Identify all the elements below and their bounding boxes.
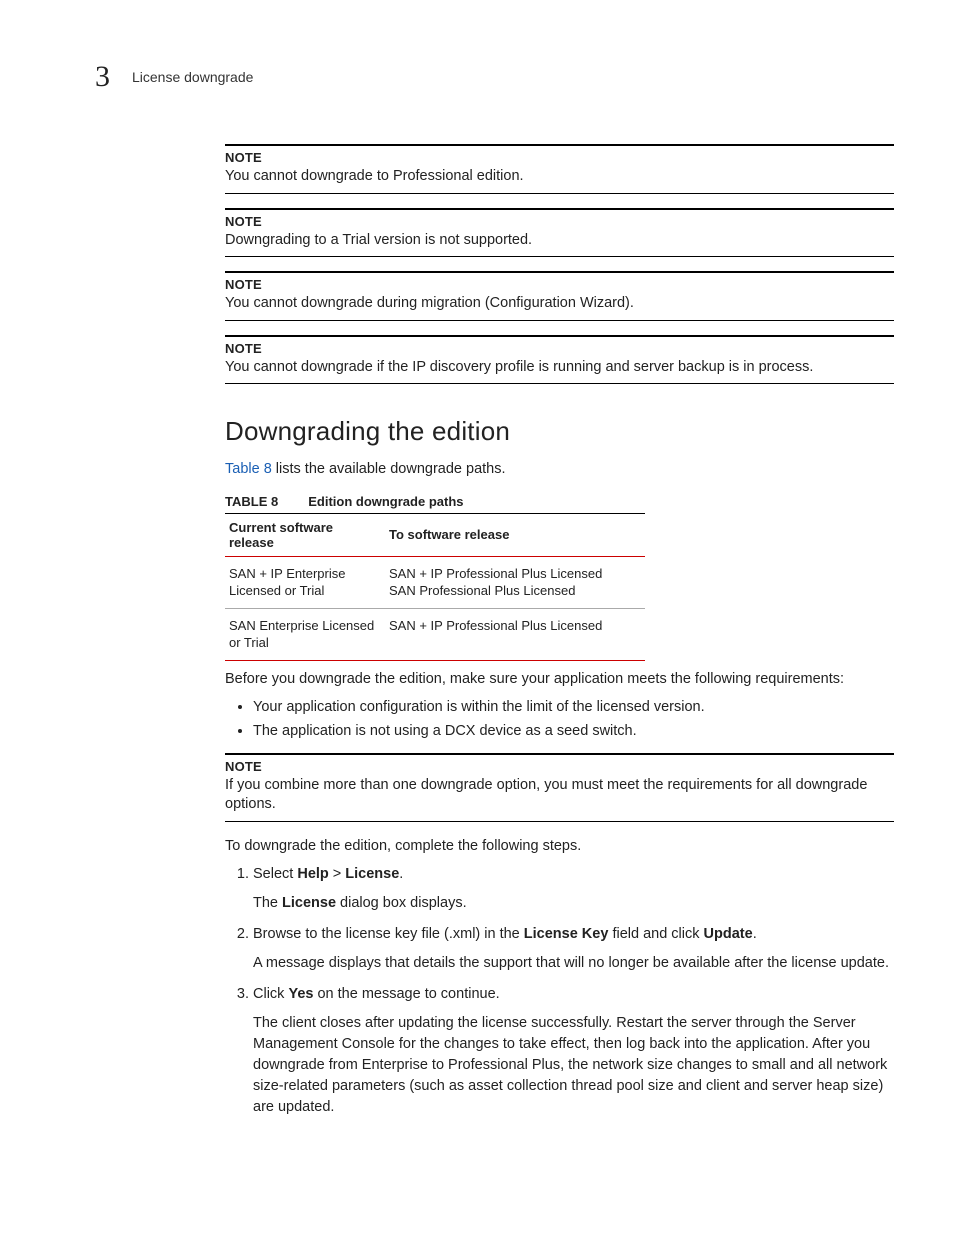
step-text: . [399,866,403,882]
step-text: The [253,895,282,911]
step-text: Browse to the license key file (.xml) in… [253,926,524,942]
table-title: Edition downgrade paths [308,494,463,509]
note-block: NOTE Downgrading to a Trial version is n… [225,208,894,258]
table-label: TABLE 8 [225,494,278,509]
intro-rest: lists the available downgrade paths. [272,461,506,477]
table-row: SAN + IP Enterprise Licensed or Trial SA… [225,556,645,608]
table-cell: SAN + IP Professional Plus LicensedSAN P… [385,556,645,608]
note-label: NOTE [225,341,894,356]
pre-list-text: Before you downgrade the edition, make s… [225,669,894,689]
step-text: . [753,926,757,942]
ui-label: License [282,895,336,911]
list-item: The application is not using a DCX devic… [253,721,894,743]
step-sub: A message displays that details the supp… [253,953,894,974]
ui-label: License [345,866,399,882]
table-cell: SAN + IP Professional Plus Licensed [385,608,645,660]
section-heading: Downgrading the edition [225,416,894,447]
running-header: 3 License downgrade [95,60,894,94]
note-label: NOTE [225,759,894,774]
ui-label: Help [297,866,328,882]
intro-paragraph: Table 8 lists the available downgrade pa… [225,459,894,479]
note-block: NOTE You cannot downgrade if the IP disc… [225,335,894,385]
downgrade-paths-table: Current software release To software rel… [225,513,645,661]
step-text: Click [253,986,288,1002]
table-header-cell: Current software release [225,513,385,556]
step-text: Select [253,866,297,882]
step-text: > [329,866,346,882]
note-body: If you combine more than one downgrade o… [225,776,894,815]
note-body: You cannot downgrade if the IP discovery… [225,358,894,378]
step-sub: The License dialog box displays. [253,893,894,914]
ui-label: License Key [524,926,609,942]
running-title: License downgrade [132,69,253,85]
note-block: NOTE You cannot downgrade during migrati… [225,271,894,321]
ui-label: Yes [288,986,313,1002]
procedure-steps: Select Help > License. The License dialo… [225,864,894,1118]
document-page: 3 License downgrade NOTE You cannot down… [0,0,954,1188]
step-text: dialog box displays. [336,895,467,911]
note-label: NOTE [225,150,894,165]
table-cross-ref-link[interactable]: Table 8 [225,461,272,477]
step-text: field and click [608,926,703,942]
note-body: You cannot downgrade to Professional edi… [225,167,894,187]
note-label: NOTE [225,214,894,229]
step-sub: The client closes after updating the lic… [253,1013,894,1118]
step-item: Browse to the license key file (.xml) in… [253,924,894,974]
step-item: Click Yes on the message to continue. Th… [253,984,894,1118]
note-block: NOTE You cannot downgrade to Professiona… [225,144,894,194]
ui-label: Update [704,926,753,942]
requirements-list: Your application configuration is within… [225,697,894,743]
content-area: NOTE You cannot downgrade to Professiona… [225,144,894,1118]
list-item: Your application configuration is within… [253,697,894,719]
note-label: NOTE [225,277,894,292]
step-item: Select Help > License. The License dialo… [253,864,894,914]
table-header-cell: To software release [385,513,645,556]
note-body: You cannot downgrade during migration (C… [225,294,894,314]
note-block: NOTE If you combine more than one downgr… [225,753,894,822]
steps-intro: To downgrade the edition, complete the f… [225,836,894,856]
table-cell: SAN Enterprise Licensed or Trial [225,608,385,660]
note-body: Downgrading to a Trial version is not su… [225,231,894,251]
table-cell: SAN + IP Enterprise Licensed or Trial [225,556,385,608]
step-text: on the message to continue. [313,986,499,1002]
table-caption: TABLE 8 Edition downgrade paths [225,494,894,509]
table-row: SAN Enterprise Licensed or Trial SAN + I… [225,608,645,660]
chapter-number: 3 [95,60,110,94]
